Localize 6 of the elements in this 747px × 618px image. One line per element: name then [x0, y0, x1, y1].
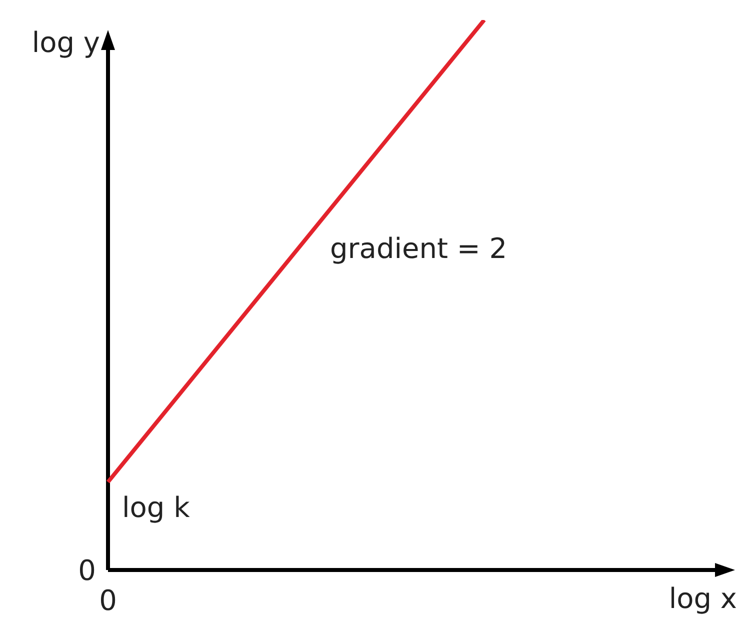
text: 0 — [78, 554, 96, 587]
annotation: log k — [122, 491, 191, 524]
text: 0 — [99, 584, 117, 617]
annotation: gradient = 2 — [330, 232, 508, 265]
y-axis-title: log y — [32, 26, 100, 59]
x-axis-title: log x — [668, 582, 737, 615]
